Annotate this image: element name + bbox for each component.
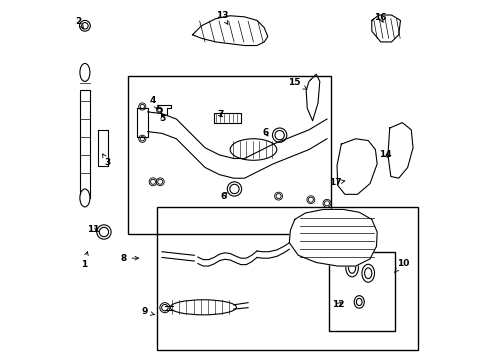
- Text: 11: 11: [87, 225, 99, 234]
- Circle shape: [140, 136, 144, 141]
- Text: 8: 8: [120, 254, 138, 263]
- Circle shape: [149, 178, 157, 186]
- Ellipse shape: [345, 259, 358, 277]
- Ellipse shape: [230, 139, 276, 160]
- Bar: [80, 90, 90, 198]
- Text: 6: 6: [221, 192, 227, 201]
- Circle shape: [160, 303, 169, 313]
- Bar: [214, 113, 241, 123]
- Text: 10: 10: [394, 259, 408, 273]
- Circle shape: [156, 107, 162, 113]
- Ellipse shape: [353, 296, 364, 308]
- Circle shape: [229, 184, 239, 194]
- Polygon shape: [387, 123, 412, 178]
- Text: 14: 14: [378, 150, 391, 159]
- Circle shape: [323, 199, 330, 207]
- Circle shape: [227, 182, 241, 196]
- Text: 4: 4: [149, 96, 157, 109]
- Circle shape: [276, 194, 281, 199]
- Circle shape: [97, 225, 111, 239]
- Circle shape: [162, 305, 168, 311]
- Text: 12: 12: [331, 300, 344, 309]
- Ellipse shape: [348, 262, 355, 273]
- Circle shape: [139, 103, 145, 110]
- Circle shape: [99, 227, 108, 237]
- Polygon shape: [371, 15, 400, 42]
- Text: 13: 13: [216, 11, 228, 24]
- Ellipse shape: [361, 264, 374, 282]
- Polygon shape: [336, 139, 376, 194]
- Circle shape: [274, 131, 284, 140]
- Circle shape: [324, 201, 329, 206]
- Bar: [128, 76, 330, 234]
- Polygon shape: [289, 210, 376, 266]
- Circle shape: [80, 21, 90, 31]
- Circle shape: [140, 104, 144, 109]
- Polygon shape: [192, 16, 267, 45]
- Ellipse shape: [170, 300, 236, 315]
- Circle shape: [274, 192, 282, 200]
- Text: 1: 1: [81, 252, 88, 269]
- Text: 2: 2: [76, 17, 83, 29]
- Circle shape: [158, 108, 161, 112]
- Ellipse shape: [80, 63, 90, 81]
- Circle shape: [81, 23, 88, 29]
- Text: 5: 5: [159, 114, 165, 123]
- Circle shape: [156, 178, 164, 186]
- Text: 16: 16: [373, 13, 386, 22]
- Circle shape: [308, 197, 313, 202]
- Circle shape: [150, 179, 155, 184]
- Bar: [328, 252, 394, 330]
- Text: 7: 7: [217, 110, 223, 119]
- Circle shape: [272, 128, 286, 142]
- Ellipse shape: [364, 268, 371, 279]
- Circle shape: [306, 196, 314, 204]
- Ellipse shape: [356, 298, 362, 306]
- Text: 15: 15: [288, 78, 306, 89]
- Text: 3: 3: [102, 154, 110, 167]
- Text: 17: 17: [328, 178, 344, 187]
- Text: 9: 9: [142, 307, 154, 316]
- Text: 6: 6: [262, 128, 268, 137]
- Bar: [156, 207, 418, 350]
- Ellipse shape: [80, 189, 90, 207]
- Circle shape: [158, 179, 163, 184]
- Circle shape: [139, 135, 145, 142]
